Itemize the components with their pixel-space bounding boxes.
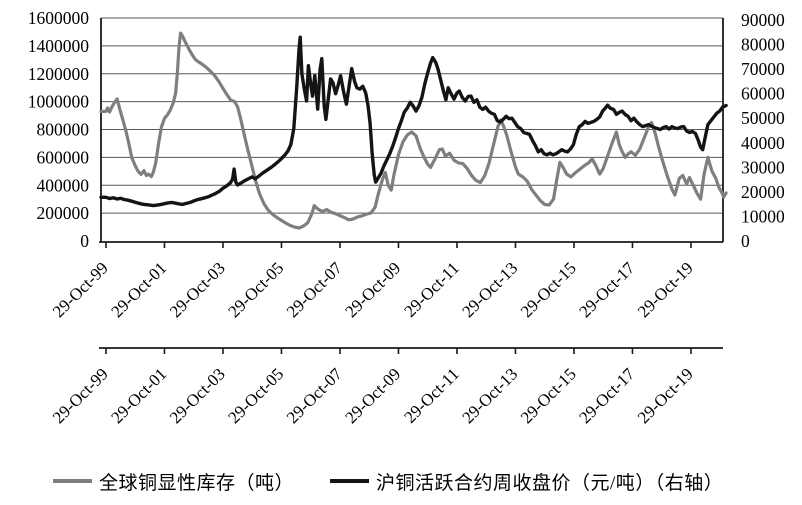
x-axis-secondary-tick-label: 29-Oct-19: [634, 364, 697, 427]
left-axis-tick-label: 600000: [37, 147, 90, 167]
right-axis-tick-label: 80000: [741, 35, 785, 55]
right-axis-tick-label: 90000: [741, 10, 785, 30]
x-axis-primary-tick-label: 29-Oct-19: [634, 258, 697, 321]
legend-item-inventory: 全球铜显性库存（吨）: [53, 468, 294, 494]
x-axis-secondary-tick-label: 29-Oct-09: [341, 364, 404, 427]
left-axis-tick-label: 400000: [37, 175, 90, 195]
right-axis-tick-label: 20000: [741, 182, 785, 202]
legend-swatch-price-line: [330, 479, 369, 483]
x-axis-secondary-tick-label: 29-Oct-11: [400, 364, 462, 426]
x-axis-secondary-tick-label: 29-Oct-99: [49, 364, 112, 427]
x-axis-secondary-tick-label: 29-Oct-05: [224, 364, 287, 427]
left-axis-tick-label: 1200000: [28, 64, 90, 84]
x-axis-primary-tick-label: 29-Oct-01: [107, 258, 170, 321]
legend-item-price: 沪铜活跃合约周收盘价（元/吨）（右轴）: [330, 468, 723, 494]
x-axis-secondary-tick-label: 29-Oct-13: [458, 364, 521, 427]
left-axis-tick-label: 800000: [37, 120, 90, 140]
x-axis-primary-tick-label: 29-Oct-15: [517, 258, 580, 321]
x-axis-primary-tick-label: 29-Oct-05: [224, 258, 287, 321]
legend: 全球铜显性库存（吨） 沪铜活跃合约周收盘价（元/吨）（右轴）: [0, 468, 802, 494]
right-axis-tick-label: 40000: [741, 133, 785, 153]
series-line-inventory: [99, 31, 728, 230]
right-axis-tick-label: 50000: [741, 108, 785, 128]
plot-area: 29-Oct-9929-Oct-0129-Oct-0329-Oct-0529-O…: [28, 8, 785, 427]
legend-label-inventory: 全球铜显性库存（吨）: [99, 472, 295, 494]
x-axis-secondary-tick-label: 29-Oct-03: [166, 364, 229, 427]
left-axis-tick-label: 1600000: [28, 8, 90, 28]
x-axis-primary-tick-label: 29-Oct-03: [166, 258, 229, 321]
right-axis-tick-label: 10000: [741, 206, 785, 226]
right-axis-tick-label: 70000: [741, 59, 785, 79]
right-axis-tick-label: 30000: [741, 157, 785, 177]
x-axis-primary-tick-label: 29-Oct-17: [575, 258, 638, 321]
series-line-price: [99, 35, 728, 208]
x-axis-primary-tick-label: 29-Oct-11: [400, 258, 462, 320]
x-axis-primary-tick-label: 29-Oct-09: [341, 258, 404, 321]
x-axis-secondary-tick-label: 29-Oct-01: [107, 364, 170, 427]
right-axis-tick-label: 60000: [741, 84, 785, 104]
x-axis-primary-tick-label: 29-Oct-13: [458, 258, 521, 321]
right-axis-tick-label: 0: [741, 231, 750, 251]
x-axis-primary-tick-label: 29-Oct-99: [49, 258, 112, 321]
x-axis-secondary-tick-label: 29-Oct-07: [283, 364, 346, 427]
x-axis-secondary-tick-label: 29-Oct-17: [575, 364, 638, 427]
legend-swatch-inventory-line: [53, 479, 92, 483]
x-axis-primary-tick-label: 29-Oct-07: [283, 258, 346, 321]
left-axis-tick-label: 1000000: [28, 92, 90, 112]
left-axis-tick-label: 1400000: [28, 36, 90, 56]
left-axis-tick-label: 200000: [37, 203, 90, 223]
x-axis-secondary-tick-label: 29-Oct-15: [517, 364, 580, 427]
left-axis-tick-label: 0: [80, 231, 89, 251]
legend-label-price: 沪铜活跃合约周收盘价（元/吨）（右轴）: [376, 472, 724, 494]
